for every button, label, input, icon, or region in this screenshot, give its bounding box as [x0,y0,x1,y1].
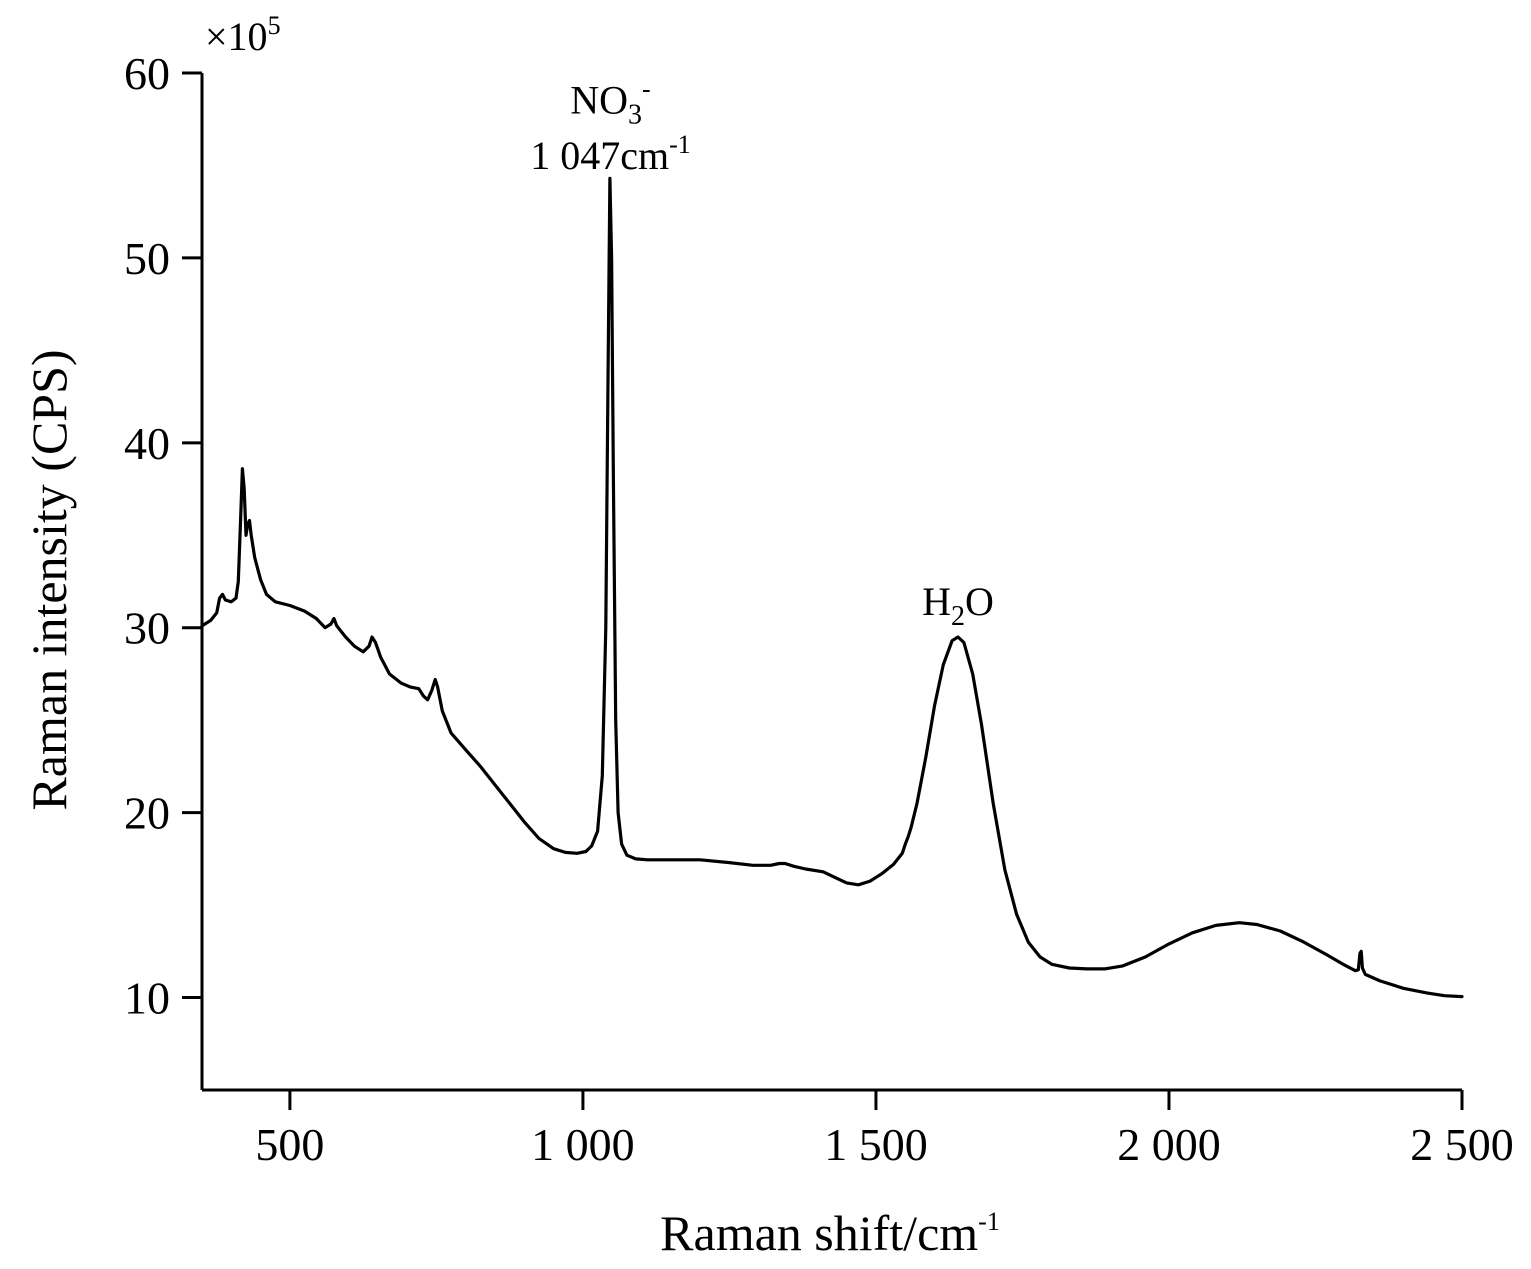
y-tick-label: 20 [124,788,170,839]
x-tick-label: 500 [255,1119,324,1170]
y-axis-multiplier: ×105 [205,11,281,59]
series-line-spectrum [200,176,1464,999]
x-tick-label: 1 000 [531,1119,635,1170]
y-tick-label: 50 [124,233,170,284]
y-tick-label: 10 [124,973,170,1024]
y-axis-ticks: 10 20 30 40 50 60 [124,48,202,1024]
annotation-no3: NO3- [570,75,650,131]
x-tick-label: 2 000 [1117,1119,1221,1170]
y-tick-label: 60 [124,48,170,99]
x-tick-label: 1 500 [824,1119,928,1170]
y-tick-label: 30 [124,603,170,654]
x-axis-ticks: 500 1 000 1 500 2 000 2 500 [255,1090,1514,1170]
x-axis-title: Raman shift/cm-1 [660,1205,1000,1261]
y-axis-title: Raman intensity (CPS) [21,349,77,810]
peak-annotations: NO3-1 047cm-1 H2O [530,75,994,632]
x-tick-label: 2 500 [1410,1119,1514,1170]
annotation-h2o: H2O [922,579,994,632]
y-tick-label: 40 [124,418,170,469]
annotation-no3-shift: 1 047cm-1 [530,130,691,178]
axes [200,73,1462,1092]
